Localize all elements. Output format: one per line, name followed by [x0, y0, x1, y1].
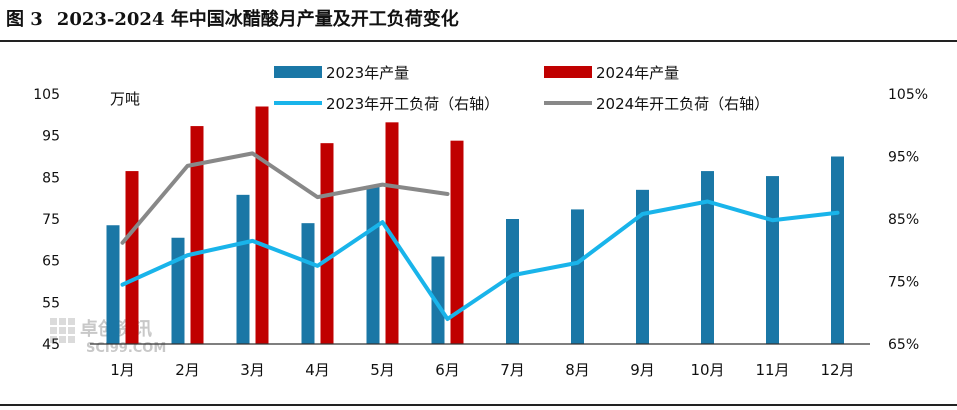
watermark-logo-cell: [50, 336, 57, 343]
x-tick-label: 10月: [690, 361, 724, 379]
watermark-logo-cell: [50, 318, 57, 325]
legend-swatch: [274, 66, 322, 78]
bar-2023: [301, 223, 315, 344]
x-tick-label: 2月: [175, 361, 200, 379]
watermark-logo-cell: [59, 336, 66, 343]
watermark-logo-cell: [50, 327, 57, 334]
watermark-subtext: SCI99.COM: [86, 341, 166, 356]
x-tick-label: 12月: [820, 361, 854, 379]
bar-2023: [571, 209, 584, 344]
bar-2023: [701, 171, 714, 344]
watermark-logo-cell: [68, 318, 75, 325]
bar-2023: [636, 189, 649, 344]
bars-layer: [106, 106, 844, 344]
y-tick-label: 75: [42, 212, 60, 228]
y-axis-unit-label: 万吨: [110, 90, 140, 108]
x-tick-label: 11月: [755, 361, 789, 379]
y-tick-label: 105: [33, 87, 60, 103]
watermark-logo-cell: [59, 318, 66, 325]
bar-2024: [125, 171, 139, 344]
watermark-logo-cell: [68, 336, 75, 343]
y-tick-label: 95: [42, 129, 60, 145]
bar-2023: [831, 156, 844, 344]
x-tick-label: 9月: [630, 361, 655, 379]
watermark-logo-cell: [68, 327, 75, 334]
bar-2023: [431, 256, 445, 344]
legend-label: 2023年产量: [326, 64, 409, 82]
legend-label: 2024年产量: [596, 64, 679, 82]
legend-label: 2023年开工负荷（右轴）: [326, 95, 499, 113]
figure-number: 图 3: [6, 9, 43, 30]
bar-2023: [506, 219, 519, 344]
x-tick-label: 4月: [305, 361, 330, 379]
watermark-logo-icon: [50, 318, 75, 343]
bar-2023: [171, 237, 185, 344]
x-tick-label: 7月: [500, 361, 525, 379]
y-tick-label: 85: [42, 170, 60, 186]
bottom-rule: [0, 404, 957, 406]
y-tick-label: 65: [42, 254, 60, 270]
figure-title: 图 3 2023-2024 年中国冰醋酸月产量及开工负荷变化: [6, 0, 459, 40]
watermark-logo-cell: [59, 327, 66, 334]
bar-2024: [190, 126, 204, 344]
y-tick-label: 55: [42, 295, 60, 311]
x-tick-label: 8月: [565, 361, 590, 379]
bar-2024: [450, 140, 464, 344]
axes-layer: 1月 2月 3月 4月 5月 6月 7月 8月 9月 10月 11月 12月 45 55 65 75 85 95 1…: [33, 87, 928, 379]
y2-tick-label: 65%: [888, 337, 919, 353]
bar-2023: [236, 194, 250, 344]
bar-2023: [106, 225, 120, 344]
y2-tick-label: 105%: [888, 87, 928, 103]
x-tick-label: 3月: [240, 361, 265, 379]
x-tick-label: 1月: [110, 361, 135, 379]
figure-title-text: 2023-2024 年中国冰醋酸月产量及开工负荷变化: [56, 9, 459, 30]
x-tick-label: 6月: [435, 361, 460, 379]
legend-label: 2024年开工负荷（右轴）: [596, 95, 769, 113]
bar-2024: [255, 106, 269, 344]
bar-2023: [766, 176, 779, 344]
y-tick-label: 45: [42, 337, 60, 353]
top-rule: [0, 40, 957, 42]
bar-2024: [320, 143, 334, 344]
legend-swatch: [544, 66, 592, 78]
line-2024-load: [120, 151, 450, 245]
y2-tick-label: 95%: [888, 150, 919, 166]
line-2023-load: [120, 199, 840, 321]
y2-tick-label: 75%: [888, 275, 919, 291]
x-tick-label: 5月: [370, 361, 395, 379]
bar-2023: [366, 185, 380, 344]
y2-tick-label: 85%: [888, 212, 919, 228]
legend: 2023年产量 2024年产量 2023年开工负荷（右轴） 2024年开工负荷（右轴）: [274, 64, 769, 113]
lines-layer: [120, 151, 840, 321]
